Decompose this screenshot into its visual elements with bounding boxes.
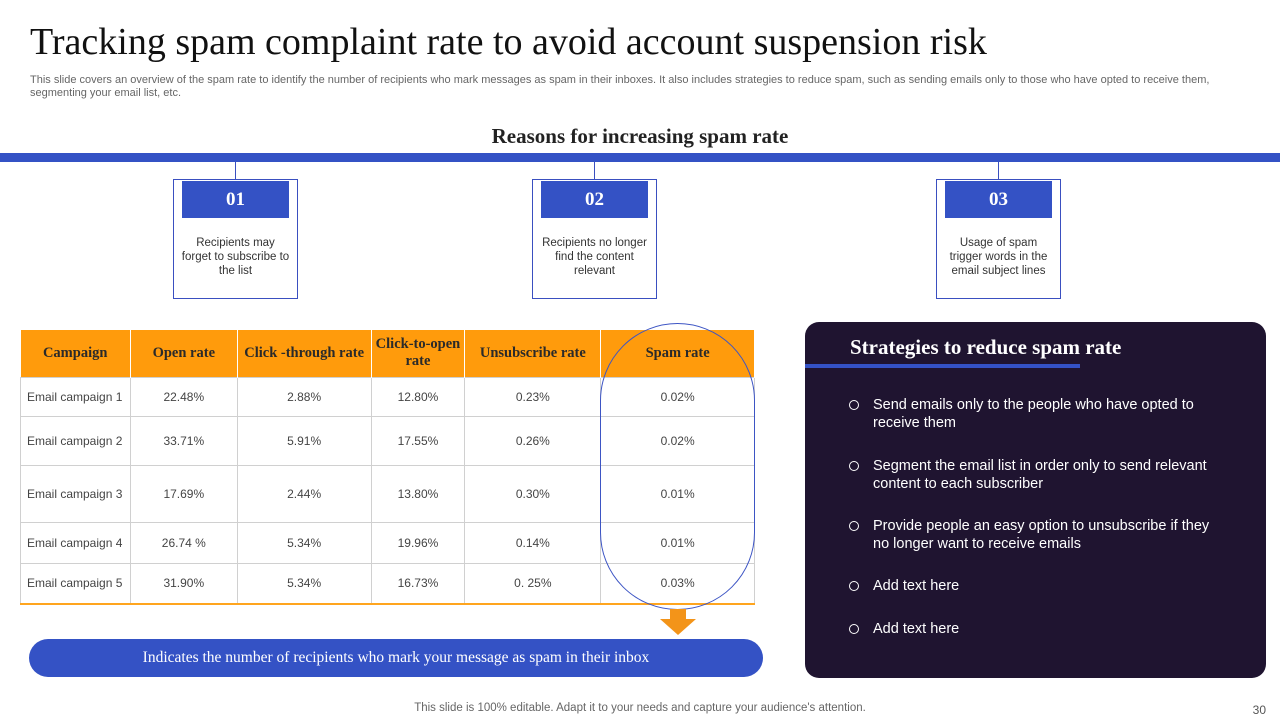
reason-card-2: 02 Recipients no longer find the content…	[532, 179, 657, 299]
reason-number: 03	[945, 181, 1052, 218]
cell-open-rate: 17.69%	[129, 464, 238, 523]
header-campaign: Campaign	[20, 330, 131, 377]
cell-click-through-rate: 2.44%	[236, 464, 372, 523]
reason-text: Recipients no longer find the content re…	[542, 237, 647, 277]
cell-spam-rate: 0.02%	[600, 376, 755, 417]
page-number: 30	[1252, 703, 1266, 717]
cell-open-rate: 33.71%	[129, 415, 238, 466]
table-row: Email campaign 2 33.71% 5.91% 17.55% 0.2…	[20, 415, 755, 466]
header-open-rate: Open rate	[130, 330, 238, 377]
table-row: Email campaign 4 26.74 % 5.34% 19.96% 0.…	[20, 521, 755, 564]
spam-rate-callout: Indicates the number of recipients who m…	[29, 639, 763, 677]
strategy-text: Send emails only to the people who have …	[873, 397, 1194, 431]
bullet-circle-icon	[849, 521, 859, 531]
header-spam-rate: Spam rate	[600, 330, 755, 377]
header-click-through-rate: Click -through rate	[237, 330, 372, 377]
campaign-table: Campaign Open rate Click -through rate C…	[20, 330, 755, 605]
strategies-underline	[805, 364, 1080, 368]
cell-campaign: Email campaign 1	[20, 376, 131, 417]
footer-note: This slide is 100% editable. Adapt it to…	[414, 702, 866, 714]
connector-line	[998, 162, 999, 180]
strategy-item: Add text here	[849, 620, 1229, 638]
table-header-row: Campaign Open rate Click -through rate C…	[20, 330, 755, 377]
bullet-circle-icon	[849, 400, 859, 410]
bullet-circle-icon	[849, 581, 859, 591]
cell-campaign: Email campaign 5	[20, 562, 131, 605]
bullet-circle-icon	[849, 624, 859, 634]
cell-spam-rate: 0.02%	[600, 415, 755, 466]
divider-bar	[0, 153, 1280, 162]
cell-open-rate: 26.74 %	[129, 521, 238, 564]
cell-open-rate: 22.48%	[129, 376, 238, 417]
reason-number: 02	[541, 181, 648, 218]
strategy-item: Segment the email list in order only to …	[849, 457, 1229, 493]
cell-click-through-rate: 2.88%	[236, 376, 372, 417]
slide-subtitle: This slide covers an overview of the spa…	[30, 74, 1210, 99]
reason-text: Recipients may forget to subscribe to th…	[181, 237, 290, 277]
table-row: Email campaign 1 22.48% 2.88% 12.80% 0.2…	[20, 376, 755, 417]
cell-unsubscribe-rate: 0. 25%	[464, 562, 602, 605]
strategy-text: Segment the email list in order only to …	[873, 458, 1207, 492]
cell-click-to-open-rate: 16.73%	[370, 562, 466, 605]
cell-campaign: Email campaign 2	[20, 415, 131, 466]
cell-spam-rate: 0.01%	[600, 464, 755, 523]
cell-spam-rate: 0.01%	[600, 521, 755, 564]
strategy-text: Add text here	[873, 578, 960, 594]
strategies-panel: Strategies to reduce spam rate Send emai…	[805, 322, 1266, 678]
bullet-circle-icon	[849, 461, 859, 471]
header-click-to-open-rate: Click-to-open rate	[371, 330, 466, 377]
reason-card-3: 03 Usage of spam trigger words in the em…	[936, 179, 1061, 299]
cell-click-through-rate: 5.91%	[236, 415, 372, 466]
cell-unsubscribe-rate: 0.26%	[464, 415, 602, 466]
cell-spam-rate: 0.03%	[600, 562, 755, 605]
cell-campaign: Email campaign 4	[20, 521, 131, 564]
strategy-text: Provide people an easy option to unsubsc…	[873, 518, 1210, 552]
cell-click-through-rate: 5.34%	[236, 562, 372, 605]
table-row: Email campaign 5 31.90% 5.34% 16.73% 0. …	[20, 562, 755, 605]
connector-line	[235, 162, 236, 180]
strategy-item: Add text here	[849, 577, 1229, 595]
cell-click-through-rate: 5.34%	[236, 521, 372, 564]
cell-click-to-open-rate: 19.96%	[370, 521, 466, 564]
cell-unsubscribe-rate: 0.30%	[464, 464, 602, 523]
cell-click-to-open-rate: 13.80%	[370, 464, 466, 523]
reasons-heading: Reasons for increasing spam rate	[491, 124, 789, 148]
reason-number: 01	[182, 181, 289, 218]
header-unsubscribe-rate: Unsubscribe rate	[464, 330, 602, 377]
reason-card-1: 01 Recipients may forget to subscribe to…	[173, 179, 298, 299]
strategies-title: Strategies to reduce spam rate	[850, 335, 1122, 359]
cell-unsubscribe-rate: 0.14%	[464, 521, 602, 564]
strategy-text: Add text here	[873, 621, 960, 637]
slide-title: Tracking spam complaint rate to avoid ac…	[30, 21, 987, 63]
strategy-item: Send emails only to the people who have …	[849, 396, 1229, 432]
reason-text: Usage of spam trigger words in the email…	[949, 237, 1048, 277]
cell-click-to-open-rate: 12.80%	[370, 376, 466, 417]
connector-line	[594, 162, 595, 180]
strategy-item: Provide people an easy option to unsubsc…	[849, 517, 1229, 553]
cell-open-rate: 31.90%	[129, 562, 238, 605]
cell-unsubscribe-rate: 0.23%	[464, 376, 602, 417]
cell-click-to-open-rate: 17.55%	[370, 415, 466, 466]
table-row: Email campaign 3 17.69% 2.44% 13.80% 0.3…	[20, 464, 755, 523]
cell-campaign: Email campaign 3	[20, 464, 131, 523]
down-arrow-icon	[660, 609, 696, 635]
